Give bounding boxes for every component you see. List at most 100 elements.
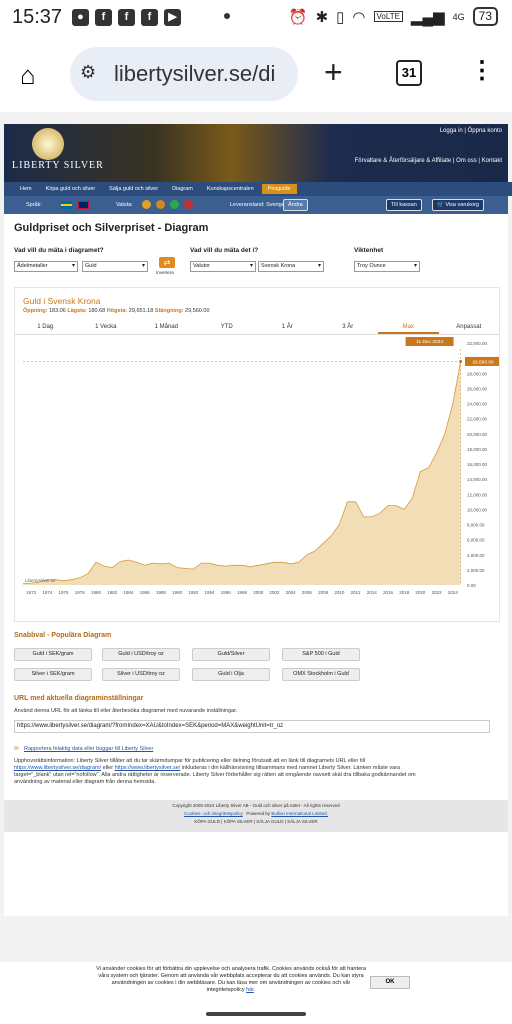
tab-max[interactable]: Max [378,321,439,334]
x-tick-label: 1980 [91,590,102,595]
main-nav: Hem Köpa guld och silver Sälja guld och … [4,182,512,196]
new-tab-icon[interactable]: + [324,54,343,90]
y-tick-label: 18,000.00 [467,447,488,452]
uk-flag-icon[interactable] [78,201,89,209]
url-description: Använd denna URL för att länka till elle… [14,708,238,714]
x-tick-label: 1986 [140,590,151,595]
tab-1-year[interactable]: 1 År [281,324,293,330]
x-tick-label: 1972 [26,590,37,595]
nav-item-priceguide[interactable]: Prisguide [261,184,297,194]
x-tick-label: 1994 [205,590,216,595]
quick-guld-usd-oz[interactable]: Guld i USD/troy oz [102,648,180,661]
nav-item-charts[interactable]: Diagram [172,186,193,192]
x-tick-label: 2016 [383,590,394,595]
swedish-flag-icon[interactable] [61,201,72,209]
chart-url-link[interactable]: https://www.libertysilver.se/diagram/ [14,765,102,771]
tab-1-week[interactable]: 1 Vecka [95,324,117,330]
tab-1-day[interactable]: 1 Dag [37,324,54,330]
currency-eur-icon[interactable] [156,200,165,209]
cookie-policy-link[interactable]: Cookies- och integritetspolicy [184,811,243,816]
x-tick-label: 2024 [448,590,459,595]
x-tick-label: 1998 [237,590,248,595]
quick-omx-guld[interactable]: OMX Stockholm i Guld [282,668,360,681]
report-bug-link[interactable]: Rapportera felaktig data eller buggar ti… [24,746,154,752]
cookie-here-link[interactable]: här [246,987,254,993]
mail-icon: ✉ [14,746,19,752]
cart-button[interactable]: 🛒 Visa varukorg [432,199,484,211]
price-chart[interactable]: 0.00 2,000.00 4,000.00 6,000.00 8,000.00 10,0… [15,335,499,619]
delivery-country: Leveransland: Sverige [230,202,285,208]
x-tick-label: 2020 [415,590,426,595]
currency-select[interactable]: Svensk Krona [258,261,324,272]
quick-guld-sek-gram[interactable]: Guld i SEK/gram [14,648,92,661]
nav-item-knowledge[interactable]: Kunskapscentralen [206,186,254,192]
header-links[interactable]: Förvaltare & Återförsäljare & Affiliate … [354,158,502,164]
footer-nav[interactable]: KÖPA GULD | KÖPA SILVER | SÄLJA GULD | S… [194,819,318,824]
nav-item-buy[interactable]: Köpa guld och silver [45,186,96,192]
x-tick-label: 1978 [75,590,86,595]
value-badge [465,356,499,366]
copyright-line-3: target="_blank" utan rel="nofollow". All… [14,772,416,778]
status-bar: 15:37 ● f f f ▶ ⏰ ✱ ▯ ◠ VoLTE ▂▄▆ 4G 73 [0,0,512,36]
tab-3-years[interactable]: 3 År [342,324,354,330]
x-tick-label: 2018 [399,590,410,595]
quick-guld-silver[interactable]: Guld/Silver [192,648,270,661]
invert-swap-icon[interactable]: ⇄ [159,257,175,268]
unit-type-select[interactable]: Valutor [190,261,256,272]
checkout-button[interactable]: Till kassan [386,199,422,211]
address-bar[interactable]: ⚙ libertysilver.se/di [70,47,298,101]
cookie-message: Vi använder cookies för att förbättra di… [96,966,366,993]
currency-sek-icon[interactable] [142,200,151,209]
notification-icons: ● f f f ▶ [72,9,181,26]
close-value: 29,560.00 [185,308,210,314]
change-country-button[interactable]: Ändra [283,199,308,211]
home-icon[interactable]: ⌂ [20,60,36,90]
copyright-line-4: användning av material eller diagram frå… [14,779,156,785]
quick-silver-sek-gram[interactable]: Silver i SEK/gram [14,668,92,681]
category-select[interactable]: Ädelmetaller [14,261,78,272]
metal-select[interactable]: Guld [82,261,148,272]
facebook-icon: f [95,9,112,26]
nav-item-home[interactable]: Hem [20,186,32,192]
wifi-icon: ◠ [352,8,366,26]
cookie-text: Vi använder cookies för att förbättra di… [96,966,366,993]
x-tick-label: 1988 [156,590,167,595]
overflow-menu-icon[interactable]: ⋮ [470,57,494,84]
y-tick-label: 2,000.00 [467,568,485,573]
cart-button-label: Visa varukorg [445,202,479,208]
price-area [23,361,461,585]
nav-item-sell[interactable]: Sälja guld och silver [109,186,159,192]
quick-silver-usd-oz[interactable]: Silver i USD/troy oz [102,668,180,681]
y-tick-label: 4,000.00 [467,553,485,558]
signal-icon: ▂▄▆ [410,8,445,26]
logo-text[interactable]: LIBERTY SILVER [12,160,104,171]
bullion-link[interactable]: Bullion International Limited. [271,811,328,816]
tab-switcher-button[interactable]: 31 [396,60,422,86]
x-tick-label: 2022 [432,590,443,595]
footer-copyright: Copyright 2009-2024 Liberty Silver AB - … [172,803,340,808]
chart-url-input[interactable]: https://www.libertysilver.se/diagram/?fr… [14,720,490,733]
tab-custom[interactable]: Anpassat [456,324,482,330]
tab-ytd[interactable]: YTD [220,324,233,330]
gesture-bar[interactable] [206,1012,306,1016]
x-tick-label: 1982 [107,590,118,595]
currency-usd-icon[interactable] [170,200,179,209]
tab-1-month[interactable]: 1 Månad [154,324,178,330]
powered-by-label: Powered by [246,811,271,816]
youtube-icon: ▶ [164,9,181,26]
login-links[interactable]: Logga in | Öppna konto [439,128,502,134]
invert-label: Invertera [156,270,174,275]
logo-coin-icon[interactable] [32,128,64,160]
url-text[interactable]: libertysilver.se/di [114,61,276,86]
cookie-ok-button[interactable]: OK [370,976,410,989]
site-settings-icon[interactable]: ⚙ [80,62,97,82]
x-tick-label: 2008 [318,590,329,595]
quick-sp500-guld[interactable]: S&P 500 i Guld [282,648,360,661]
quick-guld-olja[interactable]: Guld i Olja [192,668,270,681]
currency-nok-icon[interactable] [184,200,193,209]
close-label: Stängning: [154,308,184,314]
weight-select[interactable]: Troy Ounce [354,261,420,272]
open-value: 183.06 [48,308,66,314]
low-label: Lägsta: [67,308,87,314]
home-url-link[interactable]: https://www.libertysilver.se/ [114,765,181,771]
